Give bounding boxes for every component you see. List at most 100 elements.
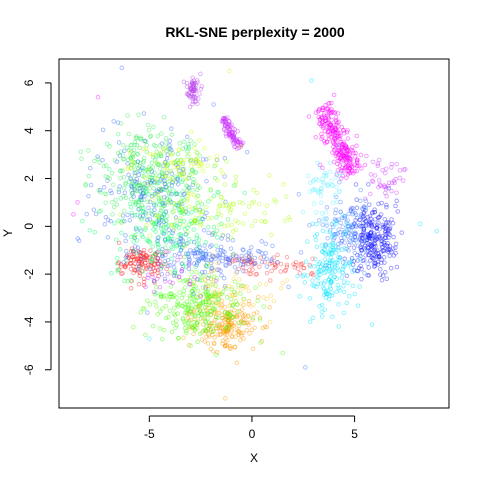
data-point (350, 283, 356, 289)
data-point (162, 181, 168, 186)
data-point (141, 185, 147, 190)
data-point (167, 151, 173, 156)
data-point (397, 168, 403, 173)
data-point (193, 328, 198, 333)
data-point (317, 304, 322, 309)
data-point (130, 153, 135, 158)
data-point (223, 117, 229, 122)
data-point (344, 246, 349, 252)
data-point (317, 117, 323, 122)
data-point (198, 86, 204, 92)
data-point (246, 250, 251, 256)
data-point (170, 151, 175, 156)
data-point (169, 192, 174, 197)
data-point (230, 257, 235, 262)
data-point (355, 243, 361, 248)
data-point (204, 210, 209, 216)
data-point (232, 264, 238, 270)
data-point (305, 273, 310, 278)
data-point (225, 223, 231, 228)
data-point (209, 282, 214, 287)
data-point (140, 250, 146, 256)
data-point (185, 308, 190, 313)
data-point (336, 158, 341, 164)
data-point (147, 217, 153, 222)
data-point (316, 107, 322, 112)
data-point (207, 252, 212, 257)
data-point (160, 306, 165, 311)
data-point (240, 221, 246, 226)
data-point (190, 83, 196, 89)
data-point (298, 262, 303, 267)
data-point (365, 273, 370, 278)
data-point (230, 259, 235, 264)
data-point (159, 197, 164, 202)
data-point (228, 344, 233, 349)
data-point (321, 138, 327, 144)
data-point (272, 265, 278, 271)
data-point (188, 87, 193, 93)
data-point (326, 116, 331, 121)
data-point (175, 257, 180, 263)
data-point (174, 179, 179, 185)
data-point (223, 328, 229, 333)
data-point (215, 177, 220, 183)
data-point (184, 310, 189, 315)
data-point (341, 168, 347, 174)
data-point (335, 265, 340, 271)
data-point (358, 244, 363, 249)
data-point (329, 126, 334, 132)
data-point (386, 231, 391, 236)
data-point (193, 254, 198, 259)
data-point (341, 229, 347, 235)
data-point (220, 341, 225, 346)
data-point (160, 215, 166, 220)
data-point (186, 302, 192, 307)
data-point (393, 203, 398, 209)
data-point (174, 238, 180, 243)
data-point (199, 337, 205, 342)
data-point (387, 253, 392, 259)
data-point (298, 250, 304, 255)
data-point (192, 87, 197, 93)
data-point (136, 182, 141, 188)
data-point (356, 265, 362, 271)
data-point (215, 189, 220, 195)
data-point (203, 319, 209, 325)
data-point (379, 257, 384, 262)
data-point (328, 255, 334, 261)
data-point (346, 211, 351, 217)
data-point (200, 299, 206, 305)
data-point (234, 257, 240, 263)
data-point (360, 258, 366, 264)
data-point (291, 261, 296, 267)
data-point (249, 257, 254, 263)
data-point (319, 115, 325, 121)
data-point (132, 186, 137, 192)
data-point (358, 198, 363, 204)
data-point (209, 265, 215, 271)
data-point (158, 151, 163, 157)
data-point (317, 268, 322, 274)
data-point (128, 176, 133, 182)
data-point (164, 225, 169, 230)
data-point (222, 343, 228, 349)
data-point (220, 315, 225, 321)
data-point (358, 246, 364, 251)
data-point (338, 240, 343, 246)
data-point (338, 170, 344, 176)
data-point (326, 251, 331, 257)
data-point (236, 145, 242, 151)
data-point (186, 266, 192, 272)
data-point (384, 248, 390, 253)
data-point (162, 258, 168, 264)
data-point (380, 245, 385, 250)
data-point (130, 192, 135, 198)
data-point (208, 186, 213, 192)
data-point (175, 177, 181, 183)
data-point (146, 262, 151, 268)
data-point (146, 205, 151, 210)
data-point (228, 317, 233, 322)
data-point (177, 251, 182, 257)
data-point (148, 133, 154, 139)
